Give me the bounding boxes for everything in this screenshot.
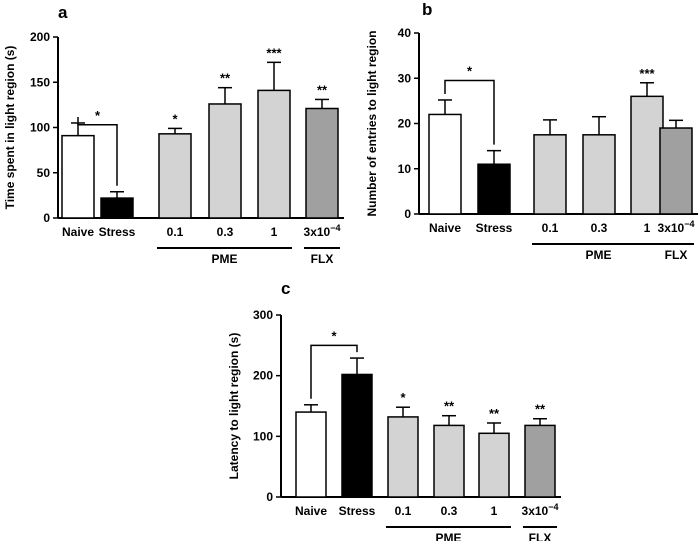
bar-naive: [61, 134, 95, 219]
comparison-bracket: [444, 79, 495, 145]
group-label-pme: PME: [585, 248, 611, 262]
significance-marker: *: [172, 111, 178, 126]
bar-3x10: [305, 107, 339, 219]
significance-marker: **: [317, 82, 328, 97]
x-tick-label: 0.1: [395, 504, 412, 518]
comparison-bracket: [77, 116, 118, 186]
comparison-significance: *: [467, 64, 473, 79]
x-tick-label: 3x10−4: [658, 219, 695, 235]
bar-1: [630, 95, 664, 215]
significance-marker: ***: [639, 66, 655, 81]
significance-marker: **: [220, 71, 231, 86]
bar-stress: [100, 197, 134, 219]
y-axis-label: Number of entries to light region: [365, 30, 379, 216]
x-tick-label: 0.1: [167, 225, 184, 239]
x-tick-label: 3x10−4: [304, 223, 341, 239]
y-tick-label: 0: [266, 490, 273, 504]
bar-0-1: [533, 134, 567, 215]
significance-marker: **: [489, 406, 500, 421]
y-tick-label: 50: [37, 166, 51, 180]
bar-3x10: [659, 127, 693, 215]
bar-naive: [295, 411, 327, 498]
y-tick-label: 300: [253, 308, 273, 322]
x-tick-label: 0.1: [542, 221, 559, 235]
bar-0-1: [387, 416, 419, 498]
y-tick-label: 200: [253, 369, 273, 383]
bar-0-3: [582, 134, 616, 215]
chart-panel-b: b 0 10 20 30 40 Number of entries to light reg…: [365, 0, 698, 262]
bar-1: [478, 432, 510, 498]
panel-letter: b: [422, 0, 432, 19]
group-label-flx: FLX: [311, 252, 334, 266]
exponent-label: −4: [548, 502, 558, 512]
significance-marker: **: [535, 402, 546, 417]
bar-3x10: [524, 424, 556, 498]
panel-letter: a: [58, 3, 68, 22]
chart-panel-c: c 0 100 200 300 Latency to light region (s) Na…: [227, 279, 561, 541]
x-tick-label: 0.3: [217, 225, 234, 239]
x-tick-label: Naive: [295, 504, 327, 518]
bar-0-3: [433, 424, 465, 498]
group-label-flx: FLX: [665, 248, 688, 262]
y-tick-label: 30: [398, 71, 412, 85]
y-tick-label: 150: [30, 75, 50, 89]
y-axis-label: Latency to light region (s): [227, 333, 241, 480]
x-tick-label: 1: [644, 221, 651, 235]
y-tick-label: 100: [30, 121, 50, 135]
bar-stress: [341, 373, 373, 498]
exponent-label: −4: [330, 223, 340, 233]
x-tick-label: 0.3: [591, 221, 608, 235]
bar-0-1: [158, 133, 192, 219]
significance-marker: *: [400, 390, 406, 405]
bar-stress: [477, 163, 511, 215]
bar-0-3: [208, 103, 242, 219]
exponent-label: −4: [684, 219, 694, 229]
x-tick-label: 0.3: [441, 504, 458, 518]
y-tick-label: 0: [404, 207, 411, 221]
y-tick-label: 200: [30, 30, 50, 44]
y-tick-label: 0: [43, 211, 50, 225]
x-tick-label: Naive: [62, 225, 94, 239]
x-tick-label: Naive: [429, 221, 461, 235]
panel-letter: c: [281, 279, 290, 298]
comparison-significance: *: [95, 108, 101, 123]
group-label-pme: PME: [211, 252, 237, 266]
x-tick-label: 1: [271, 225, 278, 239]
x-tick-label: Stress: [99, 225, 136, 239]
comparison-bracket: [310, 344, 358, 399]
significance-marker: **: [444, 399, 455, 414]
y-tick-label: 10: [398, 162, 412, 176]
group-label-flx: FLX: [529, 531, 552, 541]
bar-1: [257, 89, 291, 219]
y-tick-label: 100: [253, 429, 273, 443]
comparison-significance: *: [331, 328, 337, 343]
chart-panel-a: a 0 50 100 150 200 Time spent in light region …: [3, 3, 344, 266]
x-tick-label: 3x10−4: [522, 502, 559, 518]
x-tick-label: Stress: [339, 504, 376, 518]
x-tick-label: Stress: [476, 221, 513, 235]
bar-naive: [428, 113, 462, 215]
significance-marker: ***: [266, 45, 282, 60]
y-tick-label: 20: [398, 117, 412, 131]
y-tick-label: 40: [398, 26, 412, 40]
x-tick-label: 1: [491, 504, 498, 518]
group-label-pme: PME: [435, 531, 461, 541]
y-axis-label: Time spent in light region (s): [3, 46, 17, 210]
